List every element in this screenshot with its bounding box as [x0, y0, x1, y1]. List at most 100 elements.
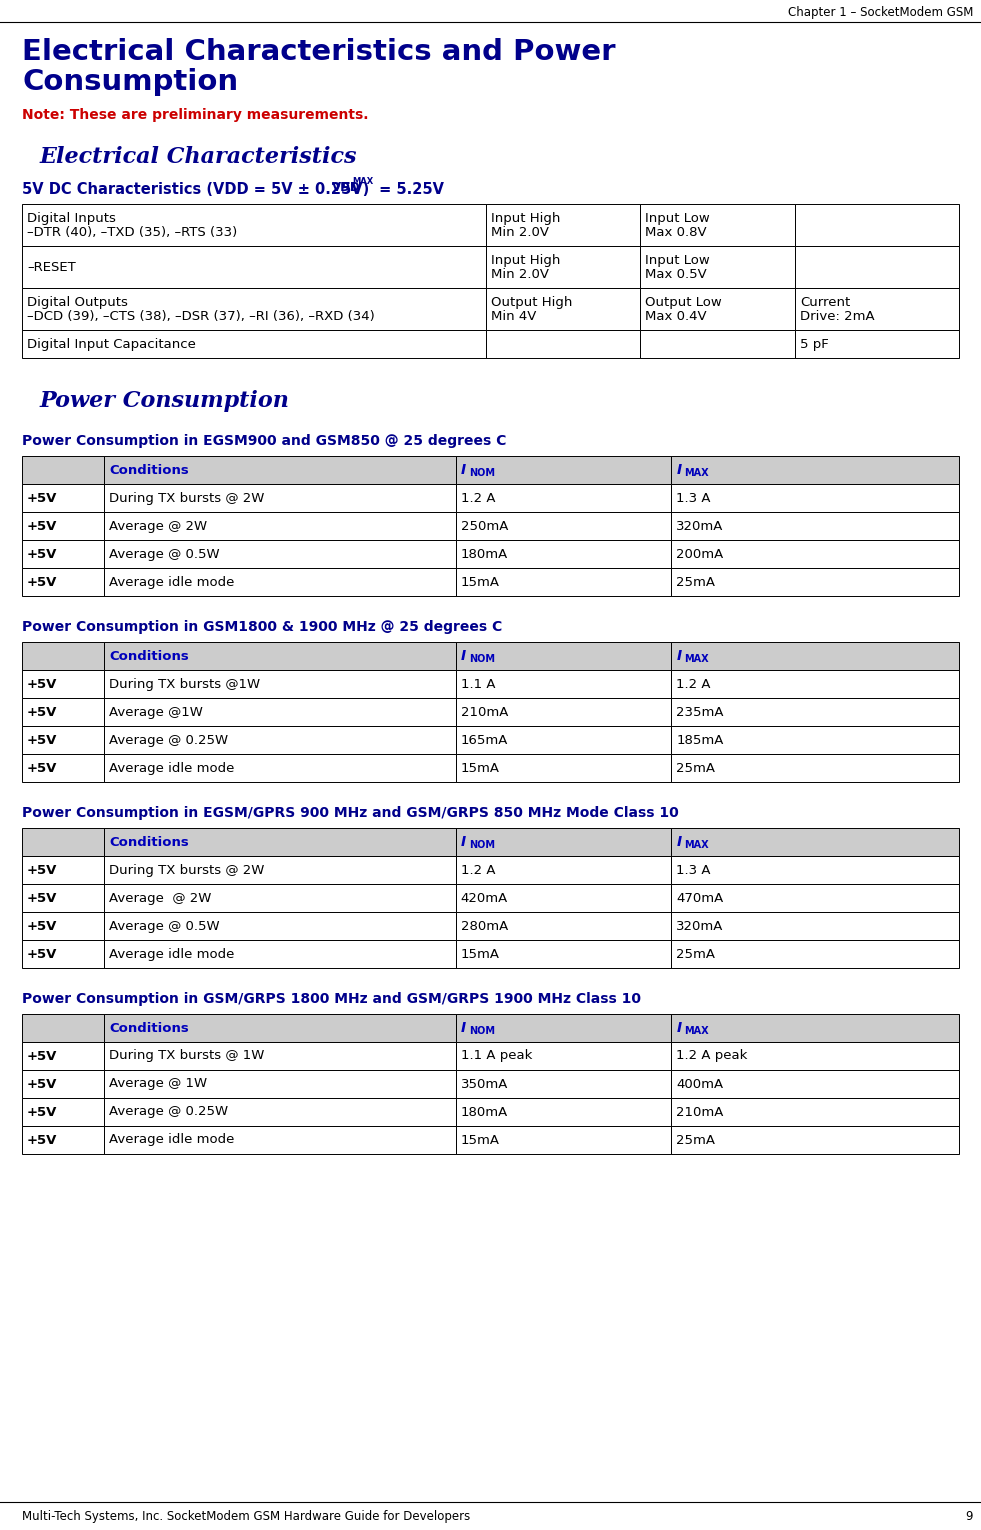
Bar [641, 203, 795, 246]
Text: I: I [461, 1021, 466, 1034]
Text: +5V: +5V [27, 678, 57, 690]
Bar [22, 828, 104, 855]
Text: Average @ 1W: Average @ 1W [110, 1077, 208, 1091]
Text: Average idle mode: Average idle mode [110, 762, 234, 774]
Text: MAX: MAX [352, 177, 373, 187]
Text: Power Consumption: Power Consumption [40, 390, 289, 412]
Text: 1.1 A: 1.1 A [461, 678, 495, 690]
Bar [456, 1042, 671, 1069]
Text: +5V: +5V [27, 892, 57, 904]
Bar [795, 288, 959, 330]
Text: Average @ 0.5W: Average @ 0.5W [110, 920, 220, 932]
Text: Digital Input Capacitance: Digital Input Capacitance [27, 338, 196, 350]
Bar [104, 1099, 456, 1126]
Bar [486, 288, 641, 330]
Text: Consumption: Consumption [22, 67, 238, 96]
Text: +5V: +5V [27, 1077, 57, 1091]
Text: Max 0.4V: Max 0.4V [645, 311, 707, 323]
Bar [104, 754, 456, 782]
Text: Input High: Input High [490, 213, 560, 225]
Text: 5V DC Characteristics (VDD = 5V ± 0.25V): 5V DC Characteristics (VDD = 5V ± 0.25V) [22, 182, 375, 197]
Bar [671, 568, 959, 597]
Bar [456, 939, 671, 968]
Bar [456, 513, 671, 540]
Bar [104, 828, 456, 855]
Text: Average  @ 2W: Average @ 2W [110, 892, 212, 904]
Bar [104, 1069, 456, 1099]
Text: 25mA: 25mA [676, 1134, 715, 1146]
Bar [22, 1099, 104, 1126]
Bar [641, 246, 795, 288]
Text: Conditions: Conditions [110, 1022, 189, 1034]
Text: = 5.25V: = 5.25V [374, 182, 444, 197]
Bar [671, 670, 959, 698]
Text: +5V: +5V [27, 920, 57, 932]
Text: I: I [676, 1021, 682, 1034]
Bar [22, 330, 486, 358]
Bar [671, 456, 959, 483]
Bar [456, 698, 671, 727]
Text: 320mA: 320mA [676, 520, 724, 532]
Bar [22, 1042, 104, 1069]
Text: 280mA: 280mA [461, 920, 508, 932]
Bar [456, 1014, 671, 1042]
Bar [22, 670, 104, 698]
Bar [104, 727, 456, 754]
Text: +5V: +5V [27, 1050, 57, 1062]
Bar [671, 727, 959, 754]
Text: 180mA: 180mA [461, 1106, 508, 1118]
Text: Multi-Tech Systems, Inc. SocketModem GSM Hardware Guide for Developers: Multi-Tech Systems, Inc. SocketModem GSM… [22, 1510, 470, 1522]
Text: 1.2 A peak: 1.2 A peak [676, 1050, 748, 1062]
Bar [104, 1042, 456, 1069]
Bar [104, 483, 456, 513]
Bar [104, 912, 456, 939]
Bar [795, 203, 959, 246]
Text: +5V: +5V [27, 762, 57, 774]
Bar [104, 568, 456, 597]
Text: 1.1 A peak: 1.1 A peak [461, 1050, 533, 1062]
Text: MAX: MAX [685, 653, 709, 664]
Text: Average @ 2W: Average @ 2W [110, 520, 208, 532]
Text: Max 0.5V: Max 0.5V [645, 268, 707, 282]
Text: Power Consumption in EGSM900 and GSM850 @ 25 degrees C: Power Consumption in EGSM900 and GSM850 … [22, 435, 506, 448]
Text: +5V: +5V [27, 520, 57, 532]
Bar [22, 939, 104, 968]
Text: 25mA: 25mA [676, 762, 715, 774]
Text: 1.3 A: 1.3 A [676, 491, 711, 505]
Text: I: I [676, 835, 682, 849]
Bar [104, 540, 456, 568]
Text: Electrical Characteristics and Power: Electrical Characteristics and Power [22, 38, 615, 66]
Text: I: I [676, 649, 682, 662]
Bar [456, 884, 671, 912]
Text: +5V: +5V [27, 733, 57, 747]
Bar [456, 1099, 671, 1126]
Bar [486, 330, 641, 358]
Bar [671, 912, 959, 939]
Bar [671, 540, 959, 568]
Bar [22, 855, 104, 884]
Bar [22, 246, 486, 288]
Bar [671, 855, 959, 884]
Bar [641, 330, 795, 358]
Bar [486, 246, 641, 288]
Text: Input Low: Input Low [645, 213, 710, 225]
Text: 250mA: 250mA [461, 520, 508, 532]
Bar [456, 855, 671, 884]
Bar [671, 939, 959, 968]
Bar [104, 884, 456, 912]
Text: During TX bursts @1W: During TX bursts @1W [110, 678, 261, 690]
Text: Digital Outputs: Digital Outputs [27, 297, 128, 309]
Bar [104, 456, 456, 483]
Bar [671, 1014, 959, 1042]
Bar [456, 568, 671, 597]
Bar [671, 754, 959, 782]
Text: Power Consumption in EGSM/GPRS 900 MHz and GSM/GRPS 850 MHz Mode Class 10: Power Consumption in EGSM/GPRS 900 MHz a… [22, 806, 679, 820]
Text: 420mA: 420mA [461, 892, 508, 904]
Text: 25mA: 25mA [676, 947, 715, 961]
Bar [22, 288, 486, 330]
Bar [671, 1099, 959, 1126]
Text: 5 pF: 5 pF [800, 338, 829, 350]
Bar [456, 483, 671, 513]
Bar [671, 828, 959, 855]
Text: Average @ 0.25W: Average @ 0.25W [110, 733, 229, 747]
